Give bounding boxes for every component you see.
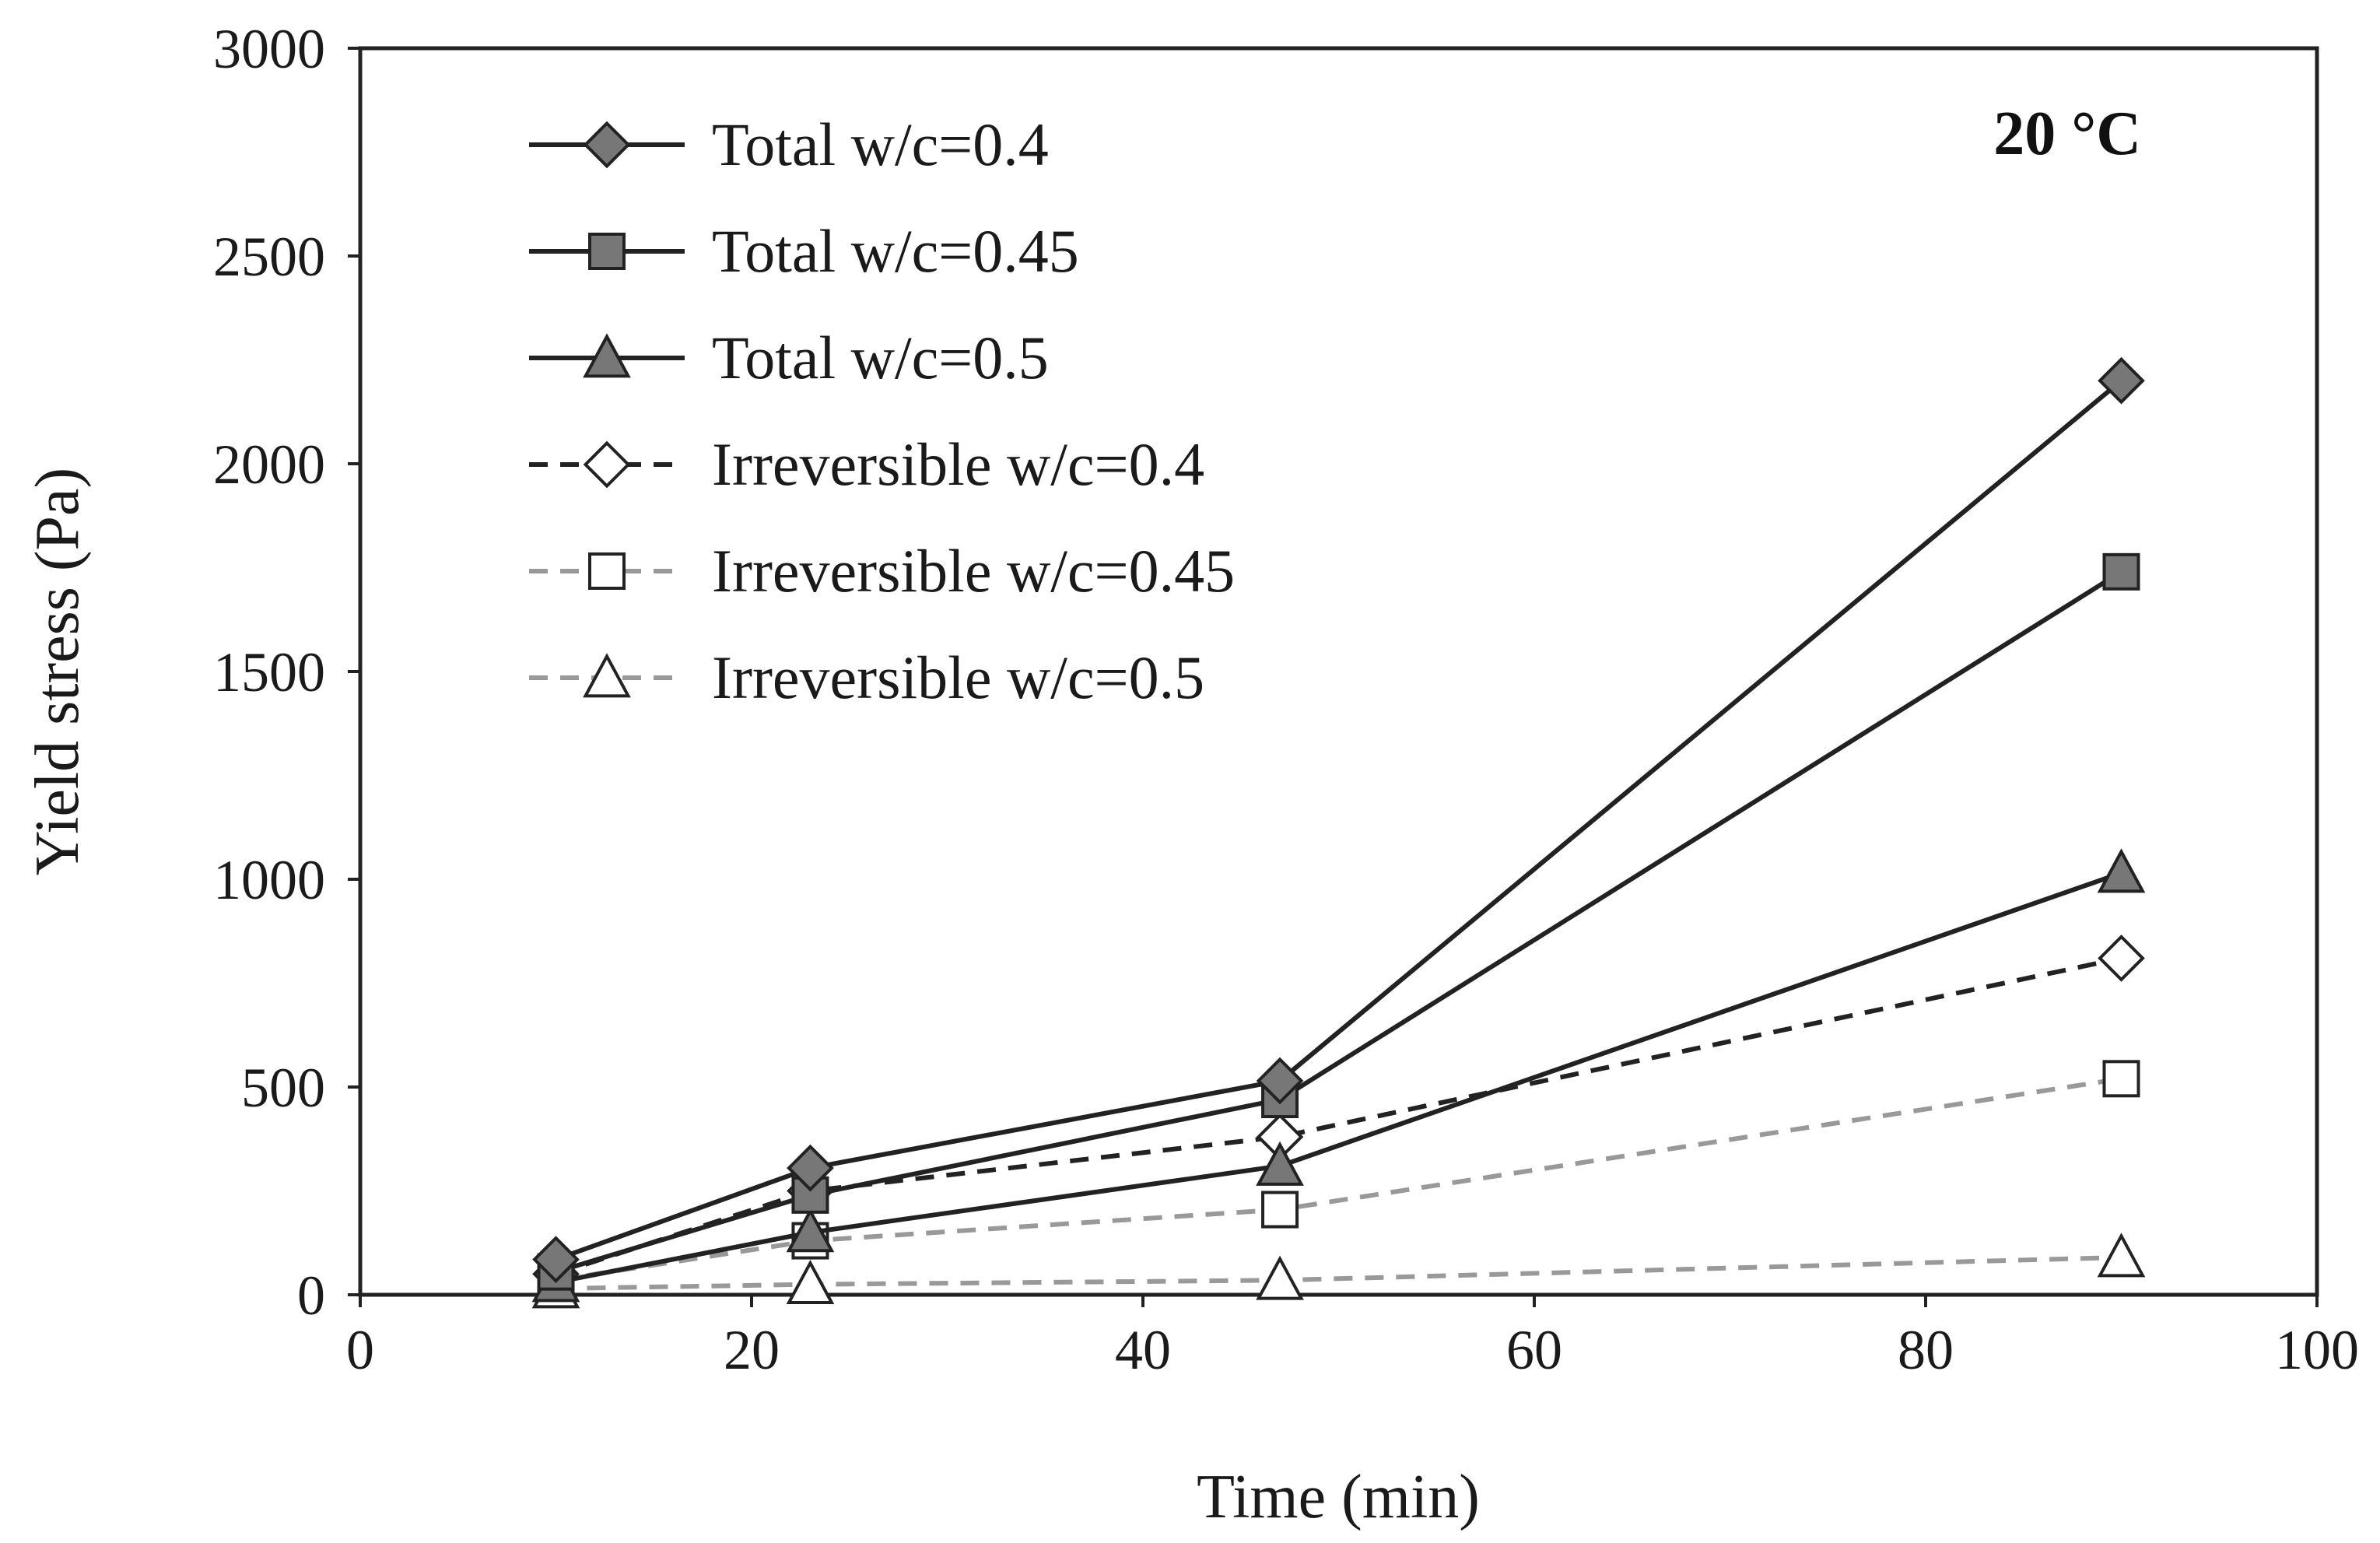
data-point (2097, 1233, 2146, 1278)
series-layer (531, 356, 2146, 1309)
data-point (2098, 935, 2145, 982)
data-point (1256, 1057, 1304, 1105)
y-axis-title: Yield stress (Pa) (23, 468, 92, 875)
series-3 (531, 848, 2146, 1303)
data-point (787, 1144, 834, 1192)
y-tick-label: 1000 (213, 849, 325, 911)
legend-label: Total w/c=0.45 (712, 217, 1079, 285)
y-axis: 0 500 1000 1500 2000 2500 3000 (213, 18, 360, 1327)
legend-label: Total w/c=0.5 (712, 324, 1049, 391)
legend-marker (583, 333, 631, 378)
legend-entry: Total w/c=0.5 (529, 324, 1049, 391)
y-tick-label: 3000 (213, 18, 325, 80)
x-tick-label: 20 (724, 1319, 780, 1381)
series-line (555, 378, 2123, 1262)
series-line (555, 570, 2123, 1275)
y-tick-label: 0 (297, 1264, 325, 1327)
data-point (1256, 1141, 1304, 1186)
data-point (2102, 1060, 2140, 1098)
y-tick-label: 500 (241, 1057, 325, 1119)
legend-label: Irreversible w/c=0.45 (712, 537, 1235, 605)
x-tick-label: 0 (346, 1319, 374, 1381)
x-axis: 0 20 40 60 80 100 (346, 1295, 2359, 1381)
legend-marker (583, 440, 631, 489)
data-point (1261, 1191, 1299, 1229)
legend-entry: Total w/c=0.45 (529, 217, 1079, 285)
legend-entry: Total w/c=0.4 (529, 110, 1049, 178)
series-1 (532, 356, 2145, 1283)
data-point (2098, 356, 2145, 405)
legend-label: Irreversible w/c=0.5 (712, 644, 1204, 711)
data-point (532, 1236, 580, 1283)
legend-entry: Irreversible w/c=0.4 (529, 430, 1204, 498)
legend-marker (588, 233, 626, 270)
x-tick-label: 60 (1506, 1319, 1562, 1381)
legend-marker (588, 552, 626, 590)
legend-entry: Irreversible w/c=0.45 (529, 537, 1235, 605)
temperature-annotation: 20 °C (1993, 100, 2141, 168)
x-axis-title: Time (min) (1197, 1463, 1480, 1531)
x-tick-label: 100 (2275, 1319, 2359, 1381)
data-point (786, 1208, 835, 1253)
legend-marker (583, 121, 631, 169)
y-tick-label: 2000 (213, 433, 325, 496)
data-point (786, 1259, 835, 1305)
series-line (556, 1254, 2122, 1291)
legend-label: Total w/c=0.4 (712, 110, 1049, 178)
y-tick-label: 2500 (213, 226, 325, 288)
legend-marker (583, 653, 631, 698)
plot-area-frame (358, 46, 2319, 1297)
data-point (2097, 848, 2146, 893)
x-tick-label: 40 (1115, 1319, 1171, 1381)
series-4 (532, 935, 2145, 1298)
legend-label: Irreversible w/c=0.4 (712, 430, 1204, 498)
y-tick-label: 1500 (213, 641, 325, 703)
legend: Total w/c=0.4 Total w/c=0.45 Total w/c=0.5… (529, 110, 1235, 711)
series-line (556, 1076, 2122, 1283)
series-line (555, 871, 2122, 1285)
data-point (2102, 552, 2140, 591)
data-point (1256, 1255, 1304, 1300)
legend-entry: Irreversible w/c=0.5 (529, 644, 1204, 711)
x-tick-label: 80 (1898, 1319, 1954, 1381)
